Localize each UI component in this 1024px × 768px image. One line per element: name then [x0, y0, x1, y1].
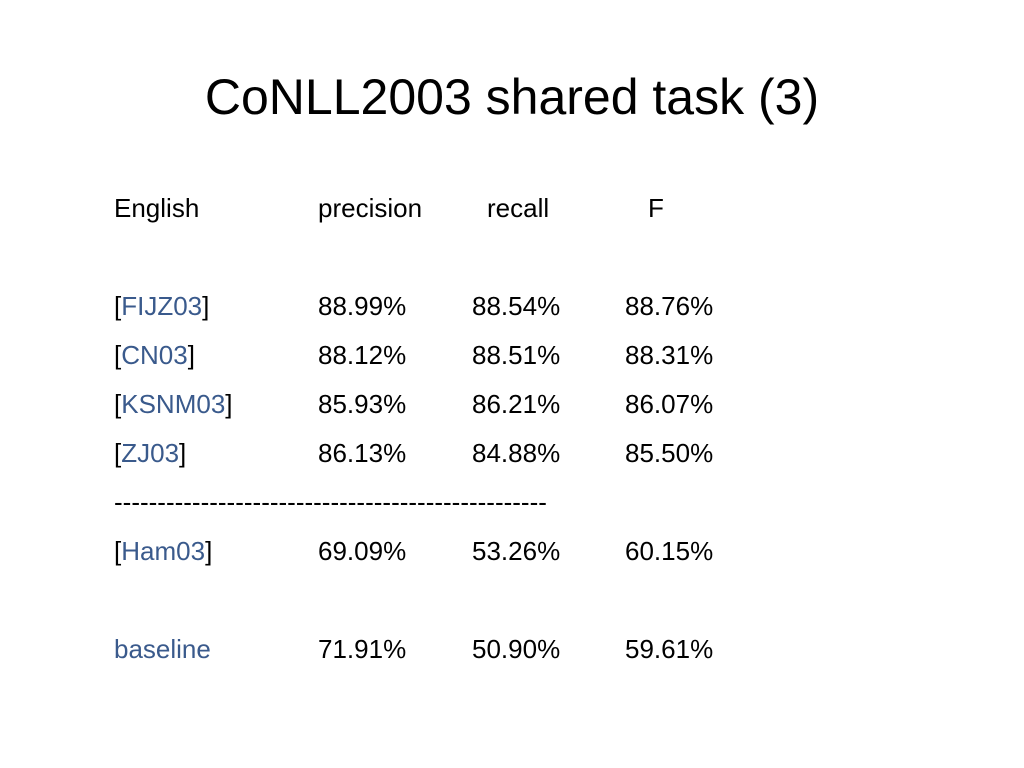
f-value: 59.61%: [625, 634, 714, 664]
slide-title: CoNLL2003 shared task (3): [204, 69, 820, 125]
header-recall: recall: [487, 193, 550, 223]
system-cell: [ZJ03]: [114, 438, 187, 468]
f-value: 85.50%: [625, 438, 714, 468]
system-link[interactable]: FIJZ03: [121, 291, 203, 321]
baseline-link[interactable]: baseline: [114, 634, 211, 664]
recall-value: 84.88%: [472, 438, 561, 468]
system-link[interactable]: Ham03: [121, 536, 206, 566]
f-value: 88.31%: [625, 340, 714, 370]
system-link[interactable]: ZJ03: [121, 438, 180, 468]
precision-value: 88.12%: [318, 340, 407, 370]
header-language: English: [114, 193, 200, 223]
dashed-divider: ----------------------------------------…: [114, 487, 547, 517]
system-link[interactable]: KSNM03: [121, 389, 226, 419]
recall-value: 86.21%: [472, 389, 561, 419]
precision-value: 69.09%: [318, 536, 407, 566]
system-cell: [Ham03]: [114, 536, 213, 566]
precision-value: 85.93%: [318, 389, 407, 419]
f-value: 86.07%: [625, 389, 714, 419]
recall-value: 88.51%: [472, 340, 561, 370]
f-value: 88.76%: [625, 291, 714, 321]
precision-value: 86.13%: [318, 438, 407, 468]
recall-value: 88.54%: [472, 291, 561, 321]
recall-value: 53.26%: [472, 536, 561, 566]
header-f: F: [648, 193, 664, 223]
header-precision: precision: [318, 193, 423, 223]
precision-value: 71.91%: [318, 634, 407, 664]
recall-value: 50.90%: [472, 634, 561, 664]
system-link[interactable]: CN03: [121, 340, 188, 370]
precision-value: 88.99%: [318, 291, 407, 321]
system-cell: [KSNM03]: [114, 389, 233, 419]
f-value: 60.15%: [625, 536, 714, 566]
system-cell: [CN03]: [114, 340, 195, 370]
system-cell: [FIJZ03]: [114, 291, 210, 321]
